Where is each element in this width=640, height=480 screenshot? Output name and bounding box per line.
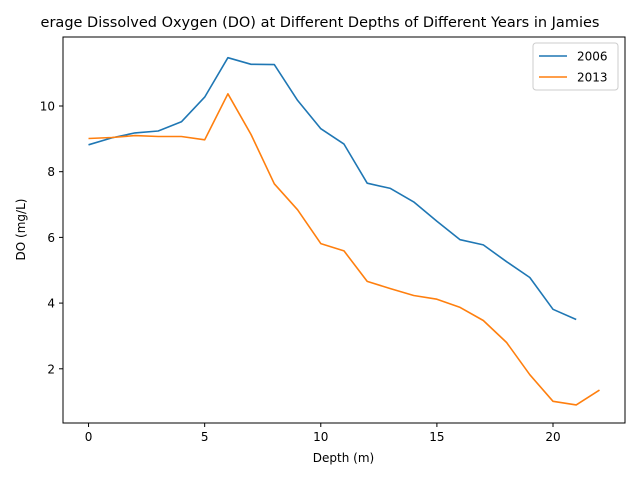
legend-box bbox=[532, 42, 619, 91]
y-tick-label: 2 bbox=[47, 362, 55, 376]
y-tick-label: 4 bbox=[47, 297, 55, 311]
x-tick-label: 10 bbox=[313, 430, 328, 444]
x-axis-label: Depth (m) bbox=[313, 451, 374, 465]
y-axis: 2 4 6 8 10 bbox=[40, 99, 63, 376]
plot-lines bbox=[88, 56, 600, 406]
chart-title: erage Dissolved Oxygen (DO) at Different… bbox=[41, 15, 600, 31]
x-tick-label: 20 bbox=[545, 430, 560, 444]
x-tick-label: 0 bbox=[85, 430, 93, 444]
legend-label-2006: 2006 bbox=[577, 50, 608, 64]
y-tick-label: 8 bbox=[47, 165, 55, 179]
y-tick-label: 6 bbox=[47, 231, 55, 245]
legend: 2006 2013 bbox=[532, 42, 619, 91]
y-axis-label: DO (mg/L) bbox=[14, 199, 28, 261]
legend-label-2013: 2013 bbox=[577, 71, 608, 85]
series-line-2006 bbox=[88, 56, 577, 321]
y-tick-label: 10 bbox=[40, 99, 55, 113]
x-tick-label: 5 bbox=[201, 430, 209, 444]
series-line-2013 bbox=[88, 93, 600, 406]
x-axis: 0 5 10 15 20 bbox=[85, 423, 561, 444]
axes-frame bbox=[62, 36, 626, 424]
x-tick-label: 15 bbox=[429, 430, 444, 444]
